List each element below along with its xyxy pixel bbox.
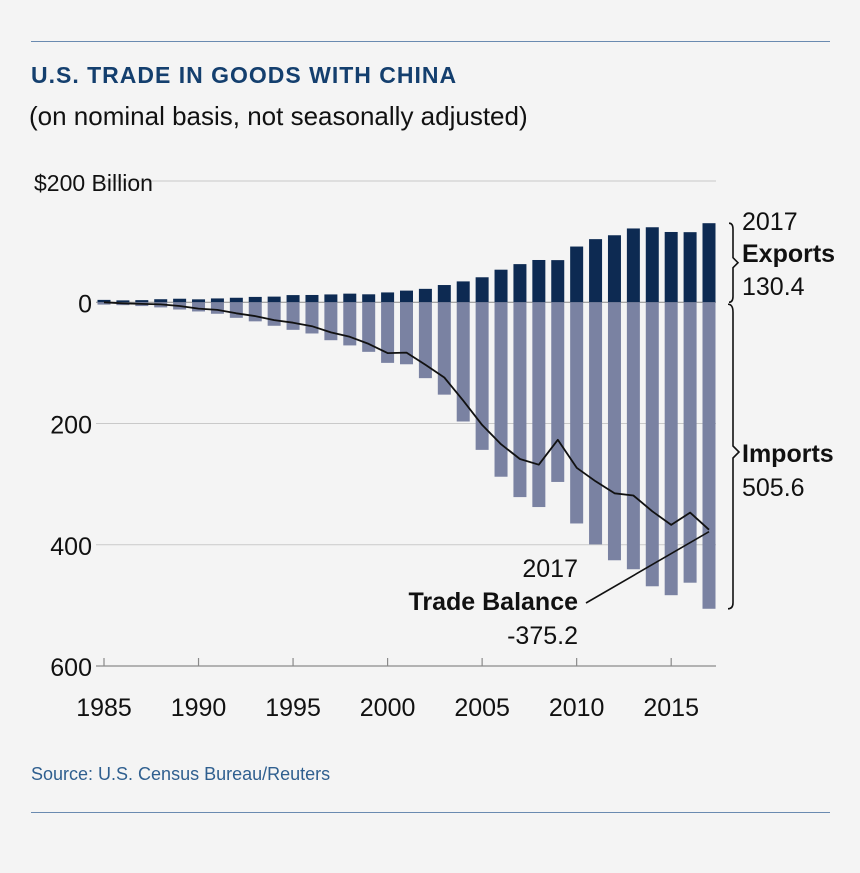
exports-brace xyxy=(728,222,740,304)
import-bar xyxy=(210,302,224,314)
import-bar xyxy=(570,302,584,524)
export-bar xyxy=(324,294,338,303)
export-bar xyxy=(343,293,357,303)
imports-value: 505.6 xyxy=(742,474,805,502)
export-bar xyxy=(400,290,413,303)
export-bar xyxy=(418,288,432,303)
trade-balance-label: Trade Balance xyxy=(408,588,578,616)
export-bar xyxy=(267,296,281,303)
import-bar xyxy=(192,302,206,312)
export-bar xyxy=(589,239,603,303)
source-note: Source: U.S. Census Bureau/Reuters xyxy=(31,764,331,784)
x-tick-label: 2000 xyxy=(360,694,416,722)
import-bar xyxy=(645,302,659,587)
export-bar xyxy=(229,297,243,303)
x-tick-label: 1995 xyxy=(265,694,321,722)
export-bar xyxy=(702,223,716,303)
x-tick-label: 1985 xyxy=(76,694,132,722)
export-bar xyxy=(494,269,508,303)
y-unit-label: $200 Billion xyxy=(34,170,153,196)
x-tick-label: 2010 xyxy=(549,694,605,722)
export-bar xyxy=(173,298,187,303)
trade-balance-leader xyxy=(585,531,710,604)
y-tick-label: 200 xyxy=(50,412,92,440)
exports-year-label: 2017 xyxy=(742,208,798,236)
export-bar xyxy=(154,299,168,303)
bottom-rule xyxy=(31,812,830,813)
import-bar xyxy=(286,302,300,330)
export-bar xyxy=(286,295,300,303)
export-bar xyxy=(362,294,376,303)
export-bar xyxy=(116,300,130,303)
import-bar xyxy=(343,302,357,346)
import-bar xyxy=(324,302,338,341)
import-bar xyxy=(494,302,508,477)
export-bar xyxy=(551,260,565,303)
import-bar xyxy=(702,302,716,609)
import-bar xyxy=(418,302,432,379)
export-bar xyxy=(570,246,584,303)
imports-brace xyxy=(727,303,741,610)
import-bar xyxy=(437,302,451,395)
exports-label: Exports xyxy=(742,240,835,268)
import-bar xyxy=(607,302,621,561)
export-bar xyxy=(381,292,395,303)
export-bar xyxy=(626,228,640,303)
import-bar xyxy=(362,302,376,352)
import-bar xyxy=(551,302,565,482)
x-tick-label: 2015 xyxy=(643,694,699,722)
chart-subtitle: (on nominal basis, not seasonally adjust… xyxy=(29,101,528,131)
trade-balance-value: -375.2 xyxy=(507,622,578,650)
import-bar xyxy=(248,302,262,322)
chart-title: U.S. TRADE IN GOODS WITH CHINA xyxy=(31,62,458,88)
x-tick-label: 1990 xyxy=(171,694,227,722)
import-bar xyxy=(97,302,111,305)
top-rule xyxy=(31,41,830,42)
exports-value: 130.4 xyxy=(742,273,805,301)
export-bar xyxy=(456,281,470,303)
import-bar xyxy=(513,302,527,498)
import-bar xyxy=(683,302,697,583)
trade-balance-year: 2017 xyxy=(522,555,578,583)
export-bar xyxy=(210,298,224,303)
import-bar xyxy=(456,302,470,422)
y-tick-label: 600 xyxy=(50,654,92,682)
export-bar xyxy=(645,227,659,303)
imports-label: Imports xyxy=(742,440,834,468)
export-bar xyxy=(437,285,451,303)
export-bar xyxy=(664,231,678,303)
import-bar xyxy=(532,302,546,508)
import-bar xyxy=(305,302,319,334)
x-tick-label: 2005 xyxy=(454,694,510,722)
export-bar xyxy=(513,264,527,303)
import-bar xyxy=(589,302,603,545)
export-bar xyxy=(135,300,149,303)
import-bar xyxy=(400,302,413,365)
import-bar xyxy=(267,302,281,326)
import-bar xyxy=(475,302,489,450)
import-bar xyxy=(626,302,640,570)
import-bar xyxy=(229,302,243,318)
import-bar xyxy=(381,302,395,363)
y-tick-label: 400 xyxy=(50,533,92,561)
export-bar xyxy=(475,277,489,303)
export-bar xyxy=(248,296,262,303)
trade-balance-line xyxy=(103,301,710,531)
y-tick-label: 0 xyxy=(78,290,92,318)
export-bar xyxy=(97,299,111,303)
export-bar xyxy=(305,294,319,303)
export-bar xyxy=(683,232,697,303)
export-bar xyxy=(532,259,546,303)
export-bar xyxy=(192,299,206,303)
export-bar xyxy=(607,235,621,303)
